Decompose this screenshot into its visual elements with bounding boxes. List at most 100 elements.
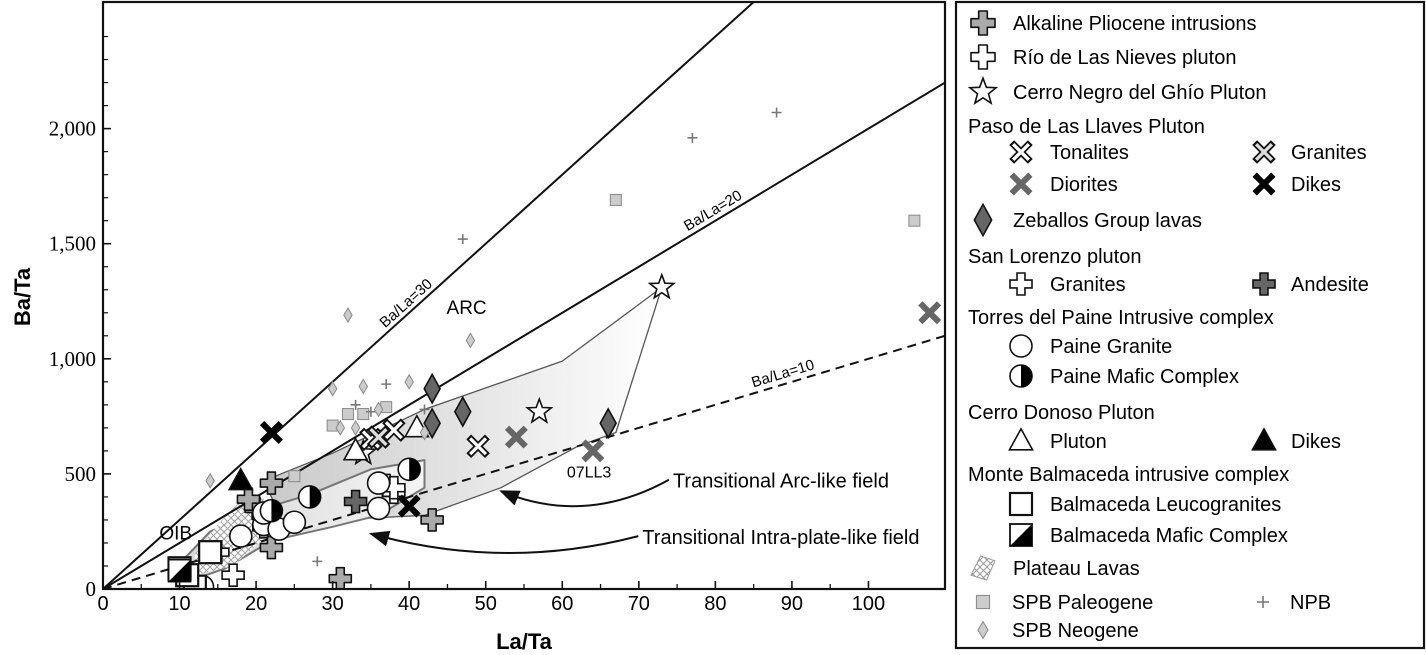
legend-label: Monte Balmaceda intrusive complex <box>968 464 1289 486</box>
legend-label: Pluton <box>1050 431 1107 453</box>
series-dikes-paso-de-las-llaves <box>259 420 421 518</box>
legend-item-dikes: Dikes <box>1251 427 1341 453</box>
legend-label: Paso de Las Llaves Pluton <box>968 116 1205 138</box>
series-granites-paso-de-las-llaves <box>366 425 391 449</box>
legend-label: Plateau Lavas <box>1013 558 1140 580</box>
legend-label: Dikes <box>1291 431 1341 453</box>
y-axis-label: Ba/Ta <box>10 267 35 326</box>
data-point-spb-neogene <box>205 472 215 489</box>
x-tick-label: 20 <box>245 593 267 615</box>
x-tick-label: 30 <box>322 593 344 615</box>
legend-label: Torres del Paine Intrusive complex <box>968 307 1274 329</box>
legend-label: San Lorenzo pluton <box>968 246 1141 268</box>
legend-marker-balmaceda-mafic-complex <box>1009 523 1033 547</box>
data-point-spb-neogene <box>327 380 338 397</box>
legend-marker-rio-de-las-nieves-pluton <box>970 44 996 70</box>
data-point-tonalites <box>466 434 490 459</box>
data-point-alkaline-pliocene-intrusions <box>259 471 284 495</box>
data-point-paine-granite <box>228 524 253 548</box>
data-point-cerro-donoso-dikes <box>227 467 254 491</box>
legend-marker-balmaceda-leucogranites <box>1008 491 1034 517</box>
data-point-npb <box>312 556 323 567</box>
annotation-label: OIB <box>159 524 192 545</box>
legend-marker-zeballos-group-lavas <box>973 202 993 238</box>
legend-item-pluton: Pluton <box>1008 427 1107 453</box>
series-paine-mafic-complex <box>259 457 421 523</box>
ref-line-ba-la-20 <box>103 81 945 589</box>
annotation-label: Transitional Arc-like field <box>673 471 889 493</box>
data-point-alkaline-pliocene-intrusions <box>328 566 353 589</box>
x-tick-label: 60 <box>551 593 573 615</box>
ref-line-ba-la-10 <box>103 334 945 589</box>
legend-label: NPB <box>1290 592 1331 614</box>
data-point-san-lorenzo-granites <box>221 563 245 587</box>
legend-label: Tonalites <box>1050 142 1129 164</box>
data-point-diorites <box>504 425 528 449</box>
series-zeballos-group-lavas <box>423 372 618 440</box>
legend-marker-spb-neogene <box>977 620 989 640</box>
legend-marker-spb-paleogene <box>975 594 991 610</box>
data-point-npb <box>419 404 430 415</box>
data-point-zeballos-group-lavas <box>599 407 618 440</box>
annotation-arrow <box>499 478 670 508</box>
legend-marker-npb <box>1257 596 1269 608</box>
legend-item-tonalites: Tonalites <box>1009 140 1129 164</box>
data-point-balmaceda-mafic-complex <box>167 558 192 583</box>
series-tonalites <box>359 418 490 459</box>
data-point-spb-neogene <box>419 424 430 441</box>
legend-item-cerro-donoso-pluton: Cerro Donoso Pluton <box>968 402 1155 424</box>
data-point-spb-paleogene <box>341 408 354 421</box>
data-point-alkaline-pliocene-intrusions <box>420 508 444 532</box>
data-point-paine-mafic-complex <box>397 457 421 482</box>
x-tick-label: 70 <box>628 593 650 615</box>
legend-marker-plateau-lavas <box>970 555 996 581</box>
legend-label: SPB Paleogene <box>1012 592 1153 614</box>
legend-item-granites: Granites <box>1009 272 1126 296</box>
data-point-diorites <box>581 439 605 463</box>
legend-item-torres-del-paine-intrusive-complex: Torres del Paine Intrusive complex <box>968 307 1274 329</box>
y-tick-label: 500 <box>65 462 97 486</box>
data-point-zeballos-group-lavas <box>453 395 472 428</box>
data-point-npb <box>687 132 698 143</box>
data-point-cerro-donoso-pluton <box>342 437 369 461</box>
data-point-cerro-negro-del-ghio-pluton <box>647 272 676 300</box>
series-cerro-donoso-dikes <box>227 467 254 491</box>
x-tick-label: 10 <box>168 593 190 615</box>
legend-label: Granites <box>1050 274 1126 296</box>
data-point-spb-neogene <box>343 307 353 324</box>
series-spb-neogene <box>205 307 476 489</box>
data-point-npb <box>381 379 392 390</box>
data-point-npb <box>365 406 376 417</box>
legend-item-monte-balmaceda-intrusive-complex: Monte Balmaceda intrusive complex <box>968 464 1289 486</box>
legend-item-zeballos-group-lavas: Zeballos Group lavas <box>973 202 1202 238</box>
legend-item-spb-neogene: SPB Neogene <box>977 620 1139 642</box>
x-axis-label: La/Ta <box>496 629 553 650</box>
data-point-san-lorenzo-andesite <box>343 489 368 514</box>
legend-marker-tonalites <box>1009 140 1033 164</box>
x-tick-label: 90 <box>781 593 803 615</box>
annotation-arrow <box>368 530 639 555</box>
legend-label: Andesite <box>1291 274 1369 296</box>
legend-item-andesite: Andesite <box>1252 272 1369 296</box>
legend-marker-alkaline-pliocene-intrusions <box>970 10 996 36</box>
legend-label: Paine Mafic Complex <box>1050 366 1239 388</box>
legend-box <box>954 0 1426 650</box>
legend-label: Paine Granite <box>1050 336 1172 358</box>
plot-clip-group <box>103 2 945 589</box>
data-point-spb-paleogene <box>908 214 921 227</box>
data-point-spb-neogene <box>404 373 414 390</box>
data-point-paine-granite <box>366 471 391 495</box>
legend-marker-cerro-negro-del-ghio-pluton <box>967 75 999 106</box>
y-tick-label: 0 <box>86 577 97 601</box>
data-point-cerro-negro-del-ghio-pluton <box>525 396 554 424</box>
data-point-balmaceda-leucogranites <box>198 540 223 565</box>
legend-item-granites: Granites <box>1252 140 1367 164</box>
legend-item-alkaline-pliocene-intrusions: Alkaline Pliocene intrusions <box>970 10 1256 36</box>
legend-item-npb: NPB <box>1257 592 1331 614</box>
data-point-npb <box>771 107 782 118</box>
data-point-paine-mafic-complex <box>297 485 322 509</box>
legend-label: Río de Las Nieves pluton <box>1013 47 1236 69</box>
legend-item-paine-granite: Paine Granite <box>1009 334 1172 358</box>
